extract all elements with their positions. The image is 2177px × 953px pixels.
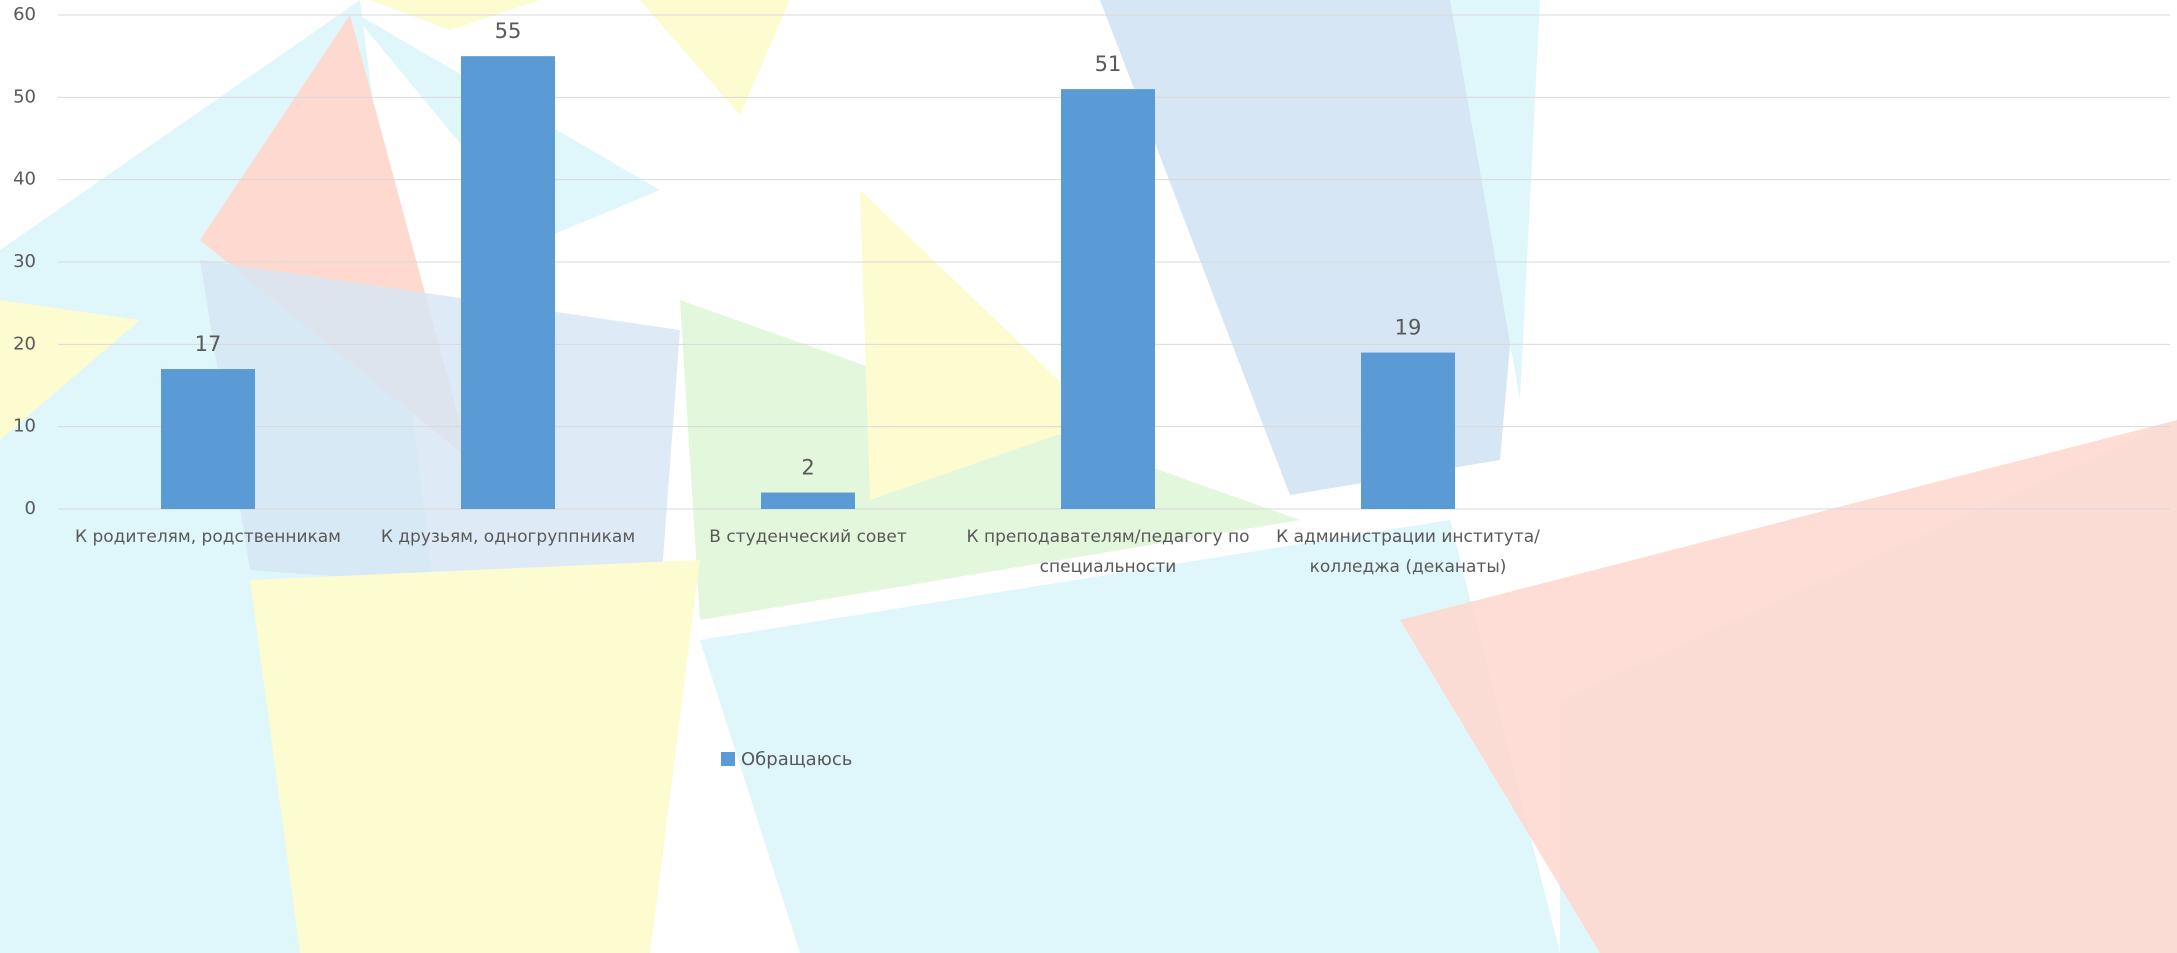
bar xyxy=(461,56,555,510)
legend-swatch xyxy=(721,752,735,766)
data-label: 51 xyxy=(1095,52,1122,76)
data-label: 19 xyxy=(1395,316,1422,340)
bar xyxy=(761,492,855,509)
x-tick-label: К родителям, родственникам xyxy=(74,527,341,547)
y-tick-label: 40 xyxy=(13,169,36,190)
x-tick-label: К администрации института/колледжа (дека… xyxy=(1276,527,1540,577)
data-label: 17 xyxy=(195,332,222,356)
x-tick-label: К друзьям, одногруппникам xyxy=(380,527,636,547)
data-label: 55 xyxy=(495,19,522,43)
y-tick-label: 20 xyxy=(13,333,36,354)
x-tick-label: В студенческий совет xyxy=(709,527,907,547)
y-tick-label: 10 xyxy=(13,416,36,437)
bar xyxy=(1061,89,1155,509)
legend-label: Обращаюсь xyxy=(741,749,852,770)
y-tick-label: 50 xyxy=(13,86,36,107)
y-tick-label: 30 xyxy=(13,251,36,272)
bar xyxy=(1361,352,1455,509)
data-label: 2 xyxy=(801,456,814,480)
x-tick-label: К преподавателям/педагогу по специальнос… xyxy=(966,527,1250,577)
y-tick-label: 0 xyxy=(25,498,36,519)
y-tick-label: 60 xyxy=(13,4,36,25)
bar xyxy=(161,369,255,509)
